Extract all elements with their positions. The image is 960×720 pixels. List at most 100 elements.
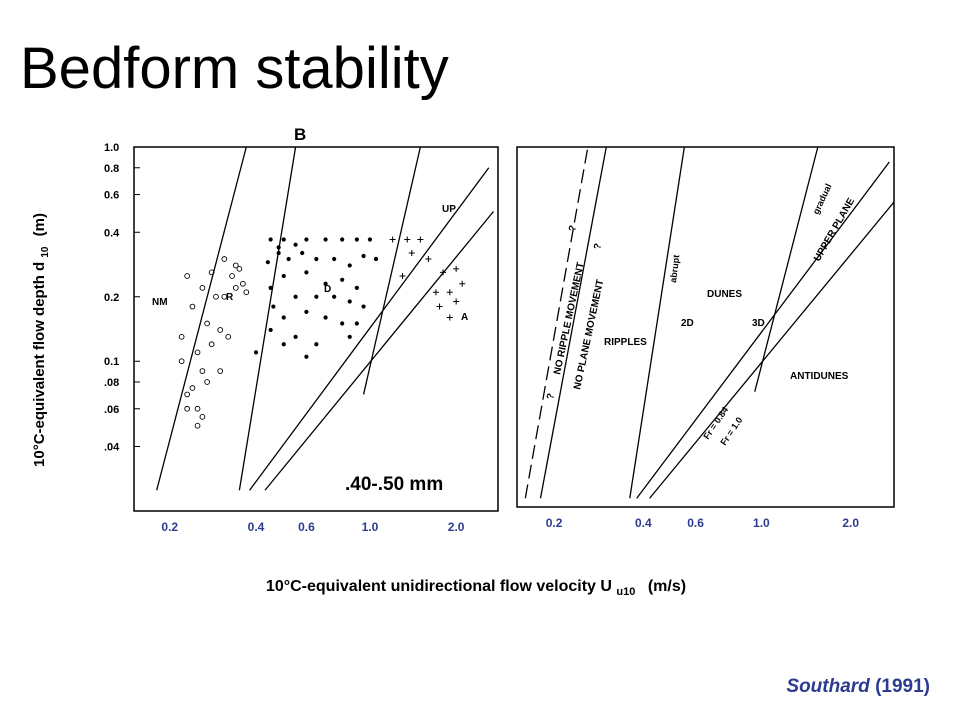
data-point-r: [221, 293, 228, 300]
data-point-d: [281, 315, 286, 320]
data-point-nm: [204, 379, 210, 385]
data-point-d: [304, 354, 309, 359]
data-point-d: [281, 237, 286, 242]
right-boundary-line: [524, 146, 589, 499]
y-tick-label: 1.0: [104, 142, 119, 154]
left-boundary-line: [238, 146, 297, 491]
boundary-label: gradual: [811, 182, 834, 216]
y-axis-label-units: (m): [31, 213, 48, 236]
data-point-r: [199, 285, 206, 291]
data-point-nm: [184, 405, 191, 412]
data-point-d: [354, 285, 359, 290]
data-point-d: [293, 242, 298, 247]
data-point-r: [208, 269, 215, 276]
data-point-d: [347, 299, 352, 304]
data-point-d: [304, 237, 309, 242]
right-region-label: 2D: [681, 318, 694, 329]
region-label-a: A: [461, 312, 468, 323]
data-point-up: [459, 280, 466, 287]
data-point-d: [276, 245, 281, 250]
left-x-tick-label: 0.2: [161, 520, 178, 534]
data-point-up: [404, 236, 411, 243]
data-point-nm: [221, 256, 228, 262]
data-point-d: [304, 270, 309, 275]
data-point-up: [446, 314, 453, 321]
y-axis-label: 10°C-equivalent flow depth d 10 (m): [31, 213, 52, 467]
data-point-nm: [189, 303, 196, 310]
data-point-d: [314, 342, 319, 347]
data-point-d: [268, 327, 273, 333]
x-axis-label: 10°C-equivalent unidirectional flow velo…: [266, 578, 686, 599]
boundary-label: abrupt: [668, 254, 681, 283]
data-point-nm: [208, 341, 215, 348]
data-point-nm: [194, 349, 201, 356]
right-plot-frame: [516, 146, 895, 508]
data-point-nm: [213, 293, 219, 300]
y-tick-label: 0.8: [104, 163, 119, 175]
data-point-nm: [184, 391, 191, 398]
data-point-up: [425, 256, 432, 263]
data-point-d: [293, 294, 298, 299]
data-point-d: [367, 237, 373, 242]
right-x-tick-label: 0.6: [687, 516, 704, 530]
data-point-up: [453, 298, 460, 305]
data-point-nm: [199, 414, 206, 420]
right-region-label: RIPPLES: [604, 337, 647, 348]
data-point-d: [340, 237, 345, 242]
data-point-up: [436, 303, 443, 310]
data-point-d: [265, 260, 270, 265]
right-x-tick-label: 0.4: [635, 516, 652, 530]
right-x-tick-label: 0.2: [546, 516, 563, 530]
grain-size-label: .40-.50 mm: [345, 474, 443, 495]
right-region-label: ANTIDUNES: [790, 371, 849, 382]
data-point-nm: [194, 422, 201, 429]
data-point-d: [332, 294, 337, 299]
data-point-d: [354, 321, 359, 326]
data-point-d: [268, 285, 273, 290]
data-point-d: [314, 256, 319, 262]
data-point-nm: [184, 273, 191, 279]
y-tick-label: 0.6: [104, 190, 119, 202]
right-x-tick-label: 1.0: [753, 516, 770, 530]
left-boundary-line: [264, 211, 494, 491]
panel-letter: B: [294, 125, 306, 144]
left-x-tick-label: 0.6: [298, 520, 315, 534]
x-axis-label-subscript: u10: [616, 586, 635, 598]
left-x-tick-label: 2.0: [448, 520, 465, 534]
data-point-up: [453, 265, 460, 272]
right-region-label: ?: [592, 242, 604, 250]
data-point-d: [340, 321, 345, 326]
data-point-up: [440, 269, 447, 276]
right-boundary-line: [629, 146, 686, 499]
region-label-nm: NM: [152, 297, 168, 308]
data-point-nm: [236, 265, 243, 272]
data-point-nm: [194, 405, 201, 412]
data-point-d: [286, 256, 291, 262]
y-tick-label: .08: [104, 377, 119, 389]
left-x-tick-label: 1.0: [362, 520, 379, 534]
right-boundary-line: [649, 201, 895, 499]
data-point-nm: [204, 320, 210, 327]
data-point-nm: [243, 289, 250, 296]
right-region-label: 3D: [752, 318, 765, 329]
y-axis-label-subscript: 10: [40, 246, 51, 258]
left-boundary-line: [156, 146, 247, 491]
data-point-nm: [178, 358, 185, 365]
data-point-d: [323, 281, 328, 286]
right-boundary-line: [539, 146, 607, 499]
y-tick-label: 0.4: [104, 227, 120, 239]
data-point-d: [347, 334, 352, 339]
data-point-d: [340, 277, 345, 282]
right-region-label: DUNES: [707, 289, 742, 300]
data-point-d: [268, 237, 273, 242]
data-point-d: [323, 237, 328, 242]
data-point-d: [323, 315, 328, 320]
data-point-nm: [178, 333, 185, 340]
data-point-d: [332, 256, 337, 262]
data-point-d: [304, 309, 309, 314]
data-point-d: [314, 294, 319, 299]
data-point-r: [232, 285, 239, 291]
data-point-nm: [229, 273, 235, 279]
data-point-d: [271, 304, 276, 309]
